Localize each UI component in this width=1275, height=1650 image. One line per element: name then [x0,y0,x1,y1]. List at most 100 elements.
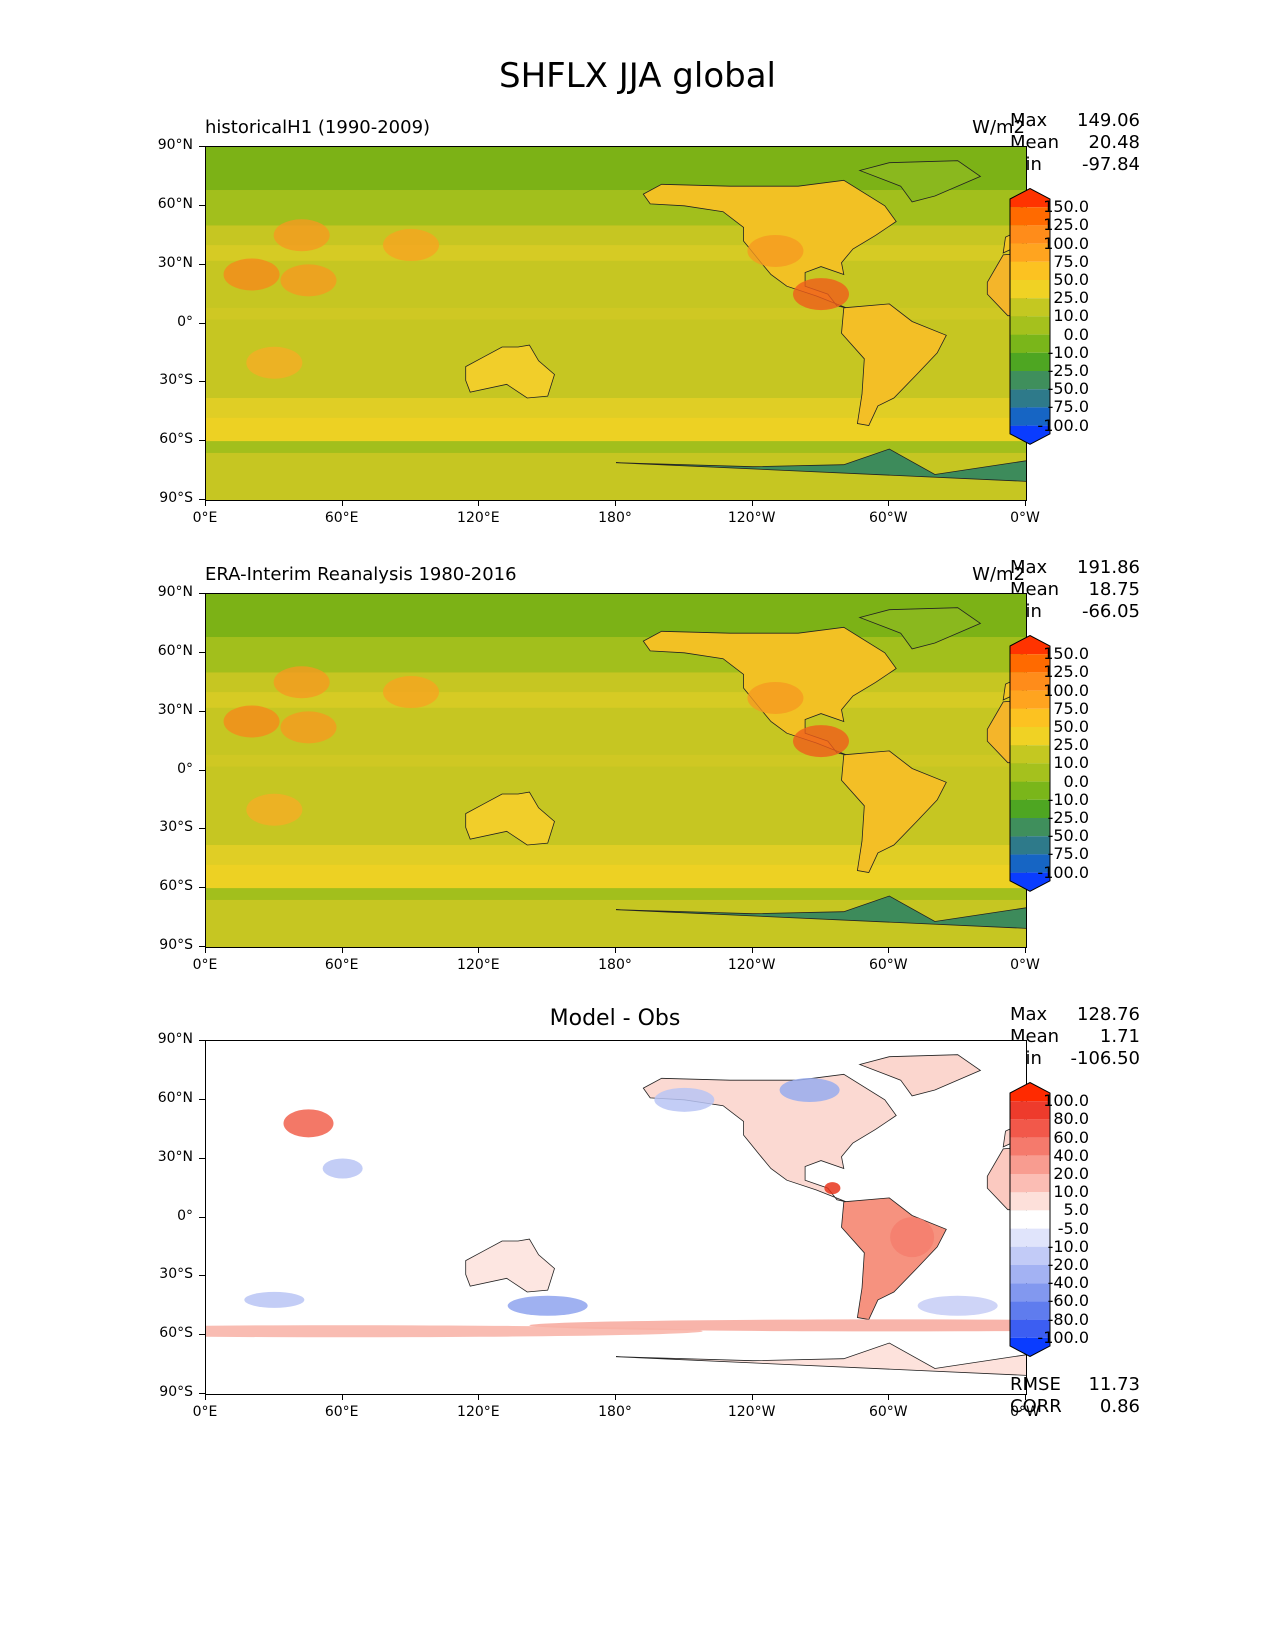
x-tick-mark [1025,500,1026,506]
y-tick-mark [199,146,205,147]
colorbar-label: 75.0 [1053,251,1089,271]
colorbar [1009,635,1051,892]
colorbar-swatch [1010,1301,1050,1320]
lat-band-4 [206,845,1026,865]
continent-greenland [858,160,982,203]
hotspot-6 [246,793,303,826]
x-tick-label: 120°E [457,510,500,526]
colorbar-label: 100.0 [1043,233,1089,253]
colorbar-label: -5.0 [1057,1218,1089,1238]
y-tick-label: 30°N [157,1148,193,1165]
x-tick-label: 60°W [868,510,908,526]
y-tick-mark [199,1157,205,1159]
colorbar-outline [1009,635,1051,892]
hotspot-3 [383,229,439,262]
colorbar-label: 5.0 [1063,1200,1089,1220]
colorbar-label: 125.0 [1043,662,1089,682]
y-tick-label: 60°N [157,195,193,212]
colorbar-swatch [1010,280,1050,299]
x-tick-label: 60°E [324,957,359,973]
x-tick-label: 120°W [727,957,776,973]
continent-greenland [858,1054,982,1097]
lat-band-4 [206,398,1026,418]
y-tick-label: 90°N [157,1031,193,1047]
continent-southAmerica [841,303,947,426]
x-tick-mark [478,500,480,506]
y-tick-label: 90°S [159,490,193,506]
colorbar-swatch [1010,1246,1050,1265]
colorbar-label: 0.0 [1063,771,1089,791]
colorbar-label: -50.0 [1047,826,1089,846]
x-tick-mark [751,947,753,953]
colorbar-swatch [1010,1101,1050,1120]
lat-band-5 [206,864,1026,889]
colorbar-label: 80.0 [1053,1109,1089,1129]
colorbar-swatch [1010,763,1050,782]
anomaly-blob-2 [507,1295,588,1316]
x-tick-mark [341,947,343,953]
y-tick-label: 90°N [157,584,193,600]
panel-title: Model - Obs [549,1006,681,1031]
y-tick-mark [199,263,205,265]
colorbar-swatch [1010,1119,1050,1138]
stat-max: Max 128.76 [1010,1004,1140,1026]
y-tick-label: 30°S [159,372,193,389]
lat-band-1 [206,190,1026,226]
x-tick-label: 0°E [192,510,218,526]
y-tick-mark [199,499,205,500]
y-tick-label: 0° [177,313,193,330]
hotspot-4 [747,681,804,714]
colorbar-label: 100.0 [1043,1091,1089,1111]
colorbar-label: 20.0 [1053,1164,1089,1183]
anomaly-blob-10 [890,1217,935,1258]
stat-corr-label: CORR [1010,1396,1062,1417]
x-tick-label: 0°E [192,957,218,973]
colorbar-swatch [1010,425,1050,445]
hotspot-2 [273,219,330,252]
units-label: W/m2 [972,564,1025,585]
colorbar-label: -100.0 [1037,1327,1089,1347]
colorbar-label: 100.0 [1043,680,1089,700]
colorbar-label: -100.0 [1037,862,1089,882]
colorbar-swatch [1010,352,1050,371]
hotspot-6 [246,346,303,379]
x-tick-mark [478,947,480,953]
x-tick-mark [615,500,616,506]
x-tick-label: 60°W [868,1404,908,1420]
anomaly-blob-4 [244,1291,305,1308]
x-tick-mark [751,500,753,506]
colorbar-label: -10.0 [1047,342,1089,362]
colorbar-label: -75.0 [1047,844,1089,864]
y-tick-label: 0° [177,1207,193,1224]
continent-antarctica [615,895,1026,929]
stat-max-label: Max [1010,1004,1048,1025]
x-tick-label: 120°E [457,1404,500,1420]
x-tick-mark [1025,1394,1026,1400]
stat-rmse: RMSE 11.73 [1010,1374,1140,1396]
colorbar-label: 0.0 [1063,324,1089,344]
y-tick-mark [199,322,205,324]
y-tick-mark [199,1098,205,1100]
x-tick-mark [205,1394,206,1400]
continent-antarctica [615,448,1026,482]
stat-max-label: Max [1010,557,1048,578]
colorbar-label: 50.0 [1053,717,1089,736]
colorbar-swatch [1010,654,1050,673]
y-tick-label: 90°N [157,137,193,153]
colorbar-swatch [1010,781,1050,800]
x-tick-mark [341,500,343,506]
colorbar-label: 150.0 [1043,197,1089,217]
stat-max-value: 191.86 [1077,557,1140,578]
hotspot-0 [223,258,280,291]
stat-mean: Mean 18.75 [1010,579,1140,601]
lat-band-6 [206,888,1026,900]
stat-max-value: 128.76 [1077,1004,1140,1025]
colorbar-swatch [1010,1265,1050,1284]
colorbar-swatch [1010,207,1050,226]
stat-mean: Mean 1.71 [1010,1026,1140,1048]
hotspot-5 [793,278,849,311]
lat-band-3 [206,754,1026,767]
colorbar-swatch [1010,672,1050,691]
colorbar-swatch [1010,1137,1050,1156]
figure-title: SHFLX JJA global [499,56,776,96]
